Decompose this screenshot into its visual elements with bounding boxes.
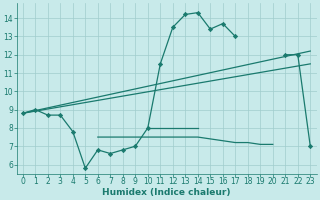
X-axis label: Humidex (Indice chaleur): Humidex (Indice chaleur) (102, 188, 231, 197)
